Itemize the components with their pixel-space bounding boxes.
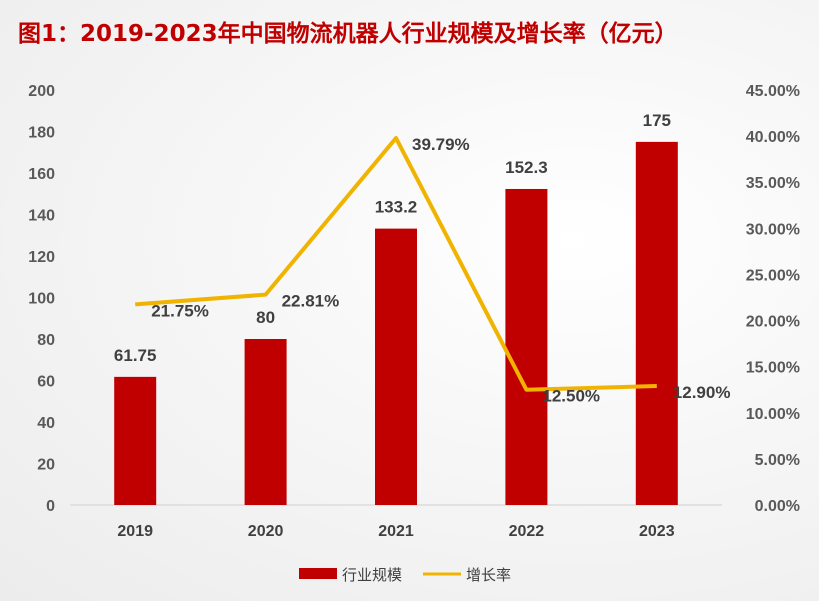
x-axis-categories: 2019 2020 2021 2022 2023 [117, 523, 674, 540]
left-tick-label: 200 [28, 83, 55, 100]
left-tick-label: 60 [37, 374, 55, 391]
bar-data-label: 61.75 [114, 346, 157, 365]
x-category-label: 2021 [378, 523, 414, 540]
line-data-label: 12.50% [542, 387, 600, 406]
x-category-label: 2019 [117, 523, 153, 540]
line-series [135, 136, 657, 392]
right-axis: 0.00% 5.00% 10.00% 15.00% 20.00% 25.00% 30.00%… [746, 83, 800, 515]
legend: 行业规模 增长率 [299, 566, 511, 584]
bar-data-labels: 61.75 80 133.2 152.3 175 [114, 111, 671, 365]
bar [635, 141, 678, 505]
line-data-label: 39.79% [412, 135, 470, 154]
left-tick-label: 140 [28, 208, 55, 225]
right-tick-label: 15.00% [746, 360, 800, 377]
line-data-labels: 21.75% 22.81% 39.79% 12.50% 12.90% [151, 135, 730, 406]
right-tick-label: 30.00% [746, 221, 800, 238]
right-tick-label: 10.00% [746, 406, 800, 423]
left-tick-label: 160 [28, 166, 55, 183]
left-tick-label: 180 [28, 125, 55, 142]
x-category-label: 2022 [509, 523, 545, 540]
left-axis: 0 20 40 60 80 100 120 140 160 180 200 [28, 83, 55, 515]
legend-label-line: 增长率 [466, 566, 511, 584]
bar [244, 339, 287, 505]
left-tick-label: 40 [37, 415, 55, 432]
legend-label-bar: 行业规模 [342, 566, 402, 584]
legend-swatch-bar [299, 568, 337, 579]
line-data-label: 12.90% [673, 383, 731, 402]
growth-line [135, 136, 657, 392]
left-tick-label: 80 [37, 332, 55, 349]
right-tick-label: 25.00% [746, 267, 800, 284]
right-tick-label: 35.00% [746, 175, 800, 192]
right-tick-label: 0.00% [755, 498, 800, 515]
right-tick-label: 5.00% [755, 452, 800, 469]
bar-data-label: 152.3 [505, 158, 548, 177]
right-tick-label: 20.00% [746, 314, 800, 331]
line-data-label: 22.81% [282, 292, 340, 311]
right-tick-label: 40.00% [746, 129, 800, 146]
bar [375, 228, 417, 506]
x-category-label: 2023 [639, 523, 675, 540]
right-tick-label: 45.00% [746, 83, 800, 100]
left-tick-label: 20 [37, 457, 55, 474]
left-tick-label: 0 [46, 498, 55, 515]
bar-series [114, 141, 678, 506]
bar-data-label: 80 [256, 308, 275, 327]
bar-data-label: 175 [643, 111, 671, 130]
bar [505, 188, 548, 506]
left-tick-label: 100 [28, 291, 55, 308]
line-data-label: 21.75% [151, 301, 209, 320]
x-category-label: 2020 [248, 523, 284, 540]
left-tick-label: 120 [28, 249, 55, 266]
bar [114, 376, 157, 505]
chart-title: 图1：2019-2023年中国物流机器人行业规模及增长率（亿元） [18, 21, 678, 47]
bar-data-label: 133.2 [375, 198, 418, 217]
